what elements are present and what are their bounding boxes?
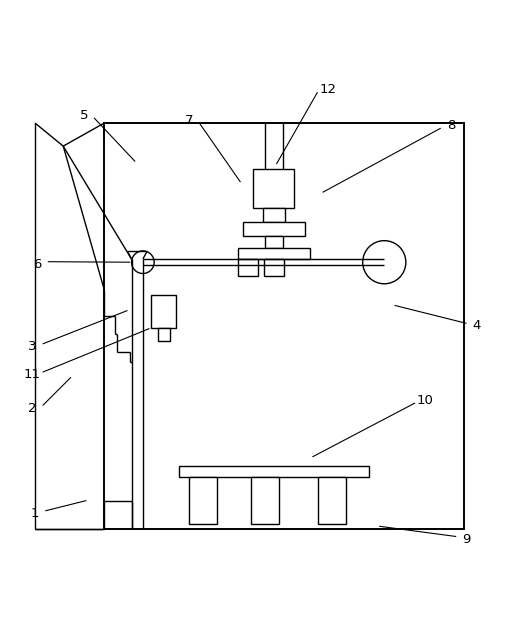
Text: 11: 11 (24, 368, 41, 381)
Bar (150, 295, 176, 329)
Bar (253, 170, 294, 208)
Text: 6: 6 (33, 258, 42, 271)
Bar (265, 236, 283, 248)
Text: 7: 7 (185, 114, 193, 127)
Text: 8: 8 (447, 119, 455, 132)
Text: 2: 2 (28, 402, 37, 415)
Bar (251, 478, 279, 524)
Bar (158, 329, 170, 342)
Bar (238, 248, 310, 259)
Bar (238, 259, 258, 276)
Text: 3: 3 (28, 340, 37, 353)
Text: 12: 12 (319, 83, 336, 96)
Bar (317, 478, 346, 524)
Bar (264, 259, 284, 276)
Text: 5: 5 (79, 109, 88, 122)
Bar (263, 208, 285, 222)
Text: 10: 10 (417, 394, 434, 407)
Text: 1: 1 (31, 507, 39, 520)
Bar (243, 222, 305, 236)
Bar (104, 123, 464, 529)
Text: 4: 4 (472, 319, 481, 332)
Bar (189, 478, 217, 524)
Text: 9: 9 (462, 533, 471, 546)
Bar (179, 466, 369, 478)
